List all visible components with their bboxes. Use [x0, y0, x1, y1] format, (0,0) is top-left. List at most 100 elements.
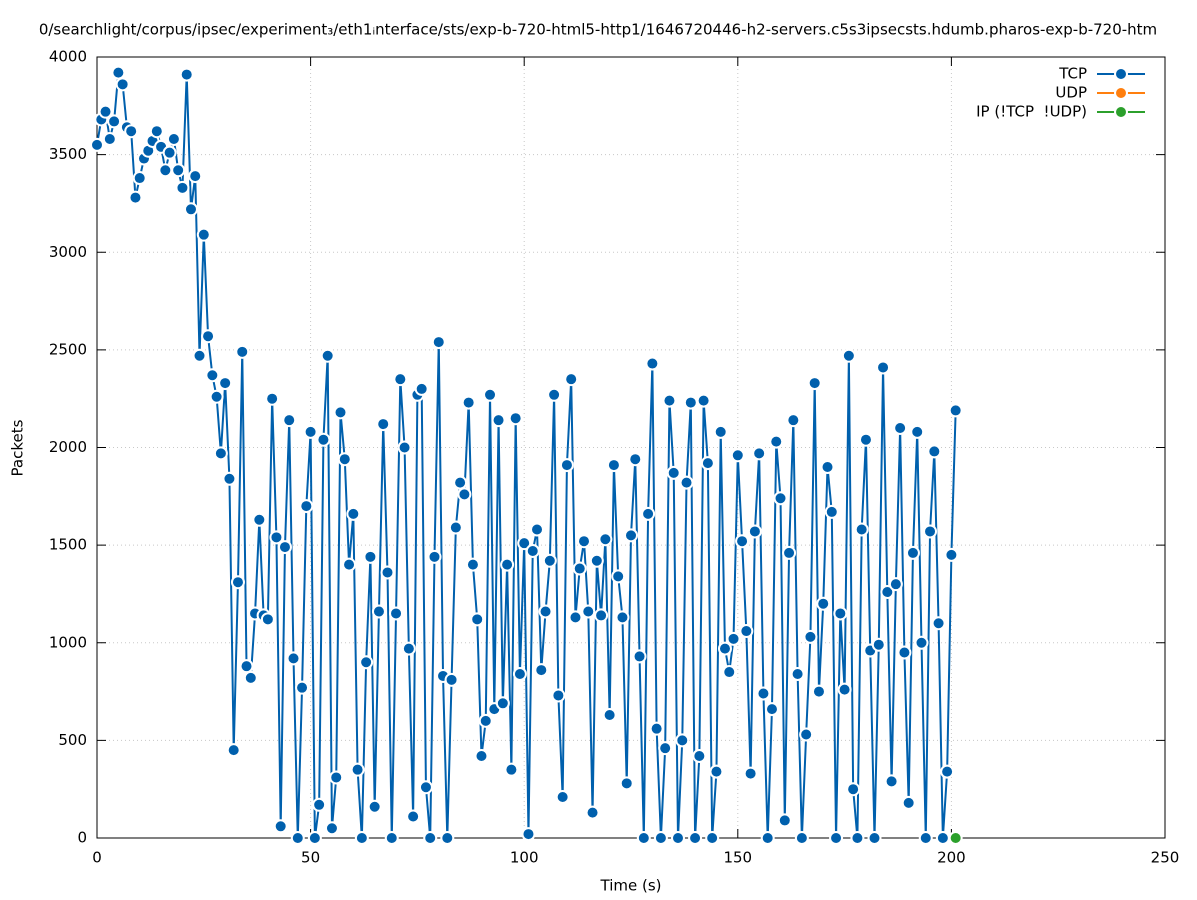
data-point — [948, 831, 963, 845]
data-point — [213, 446, 228, 461]
data-point — [453, 475, 468, 490]
data-point — [350, 762, 365, 777]
data-point — [273, 819, 288, 834]
data-point — [320, 348, 335, 363]
x-tick-label: 100 — [510, 849, 539, 867]
data-point — [333, 405, 348, 420]
y-tick-label: 0 — [77, 829, 87, 847]
data-point — [209, 389, 224, 404]
data-point — [658, 741, 673, 756]
y-tick-label: 1500 — [49, 536, 87, 554]
data-point — [188, 169, 203, 184]
x-tick-label: 0 — [92, 849, 102, 867]
data-point — [624, 528, 638, 543]
data-point — [166, 132, 181, 147]
data-point — [577, 534, 592, 549]
data-point — [829, 831, 844, 845]
y-tick-label: 2000 — [49, 438, 87, 456]
data-point — [132, 171, 147, 186]
data-point — [914, 635, 929, 650]
data-point — [666, 465, 681, 480]
data-point — [551, 688, 566, 703]
data-point — [782, 545, 797, 560]
data-point — [888, 577, 903, 592]
x-axis-label: Time (s) — [600, 877, 662, 895]
data-point — [111, 65, 126, 80]
data-point — [124, 124, 139, 139]
data-point — [854, 522, 869, 537]
data-point — [363, 549, 378, 564]
data-point — [905, 545, 920, 560]
chart-title: 0/searchlight/corpus/ipsec/experiment₃/e… — [39, 21, 1157, 39]
data-point — [585, 805, 600, 820]
data-point — [98, 104, 113, 119]
y-tick-label: 2500 — [49, 340, 87, 358]
data-point — [726, 631, 741, 646]
data-point — [901, 795, 916, 810]
data-point — [530, 522, 545, 537]
data-point — [645, 356, 660, 371]
data-point — [662, 393, 677, 408]
data-point — [542, 553, 557, 568]
data-point — [222, 471, 237, 486]
data-point — [201, 329, 216, 344]
y-tick-label: 3000 — [49, 243, 87, 261]
data-point — [461, 395, 476, 410]
data-point — [611, 569, 626, 584]
data-point — [764, 702, 779, 717]
data-point — [359, 655, 374, 670]
data-point — [384, 831, 399, 845]
data-point — [559, 458, 574, 473]
data-point — [90, 137, 104, 152]
data-point — [500, 557, 515, 572]
y-axis-label: Packets — [9, 419, 27, 476]
data-point — [205, 368, 220, 383]
data-point — [649, 721, 664, 736]
data-point — [448, 520, 463, 535]
data-point — [512, 666, 527, 681]
data-point — [401, 641, 416, 656]
data-point — [324, 821, 339, 836]
data-point — [628, 452, 643, 467]
data-point — [196, 227, 211, 242]
data-point — [811, 684, 826, 699]
data-point — [226, 743, 241, 758]
data-point — [555, 789, 570, 804]
data-point — [568, 610, 583, 625]
data-point — [282, 413, 297, 428]
data-point — [423, 831, 438, 845]
data-point — [316, 432, 331, 447]
data-point — [235, 344, 250, 359]
data-point — [483, 387, 498, 402]
data-point — [307, 831, 322, 845]
data-point — [397, 440, 412, 455]
data-point — [730, 448, 745, 463]
data-point — [564, 372, 579, 387]
data-point — [252, 512, 267, 527]
data-point — [380, 565, 395, 580]
data-point — [508, 411, 523, 426]
legend-marker — [1114, 86, 1128, 100]
y-tick-label: 500 — [58, 731, 87, 749]
legend-marker — [1114, 105, 1128, 119]
data-point — [760, 831, 775, 845]
data-point — [769, 434, 784, 449]
data-point — [794, 831, 809, 845]
data-point — [581, 604, 596, 619]
data-point — [850, 831, 865, 845]
data-point — [871, 637, 886, 652]
data-point — [893, 420, 908, 435]
data-point — [897, 645, 912, 660]
data-point — [773, 491, 788, 506]
x-tick-label: 250 — [1151, 849, 1180, 867]
data-point — [705, 831, 720, 845]
data-point — [239, 659, 254, 674]
data-point — [465, 557, 480, 572]
data-point — [290, 831, 305, 845]
data-point — [538, 604, 553, 619]
data-point — [517, 536, 532, 551]
data-point — [679, 475, 694, 490]
data-point — [700, 456, 715, 471]
data-point — [598, 532, 613, 547]
